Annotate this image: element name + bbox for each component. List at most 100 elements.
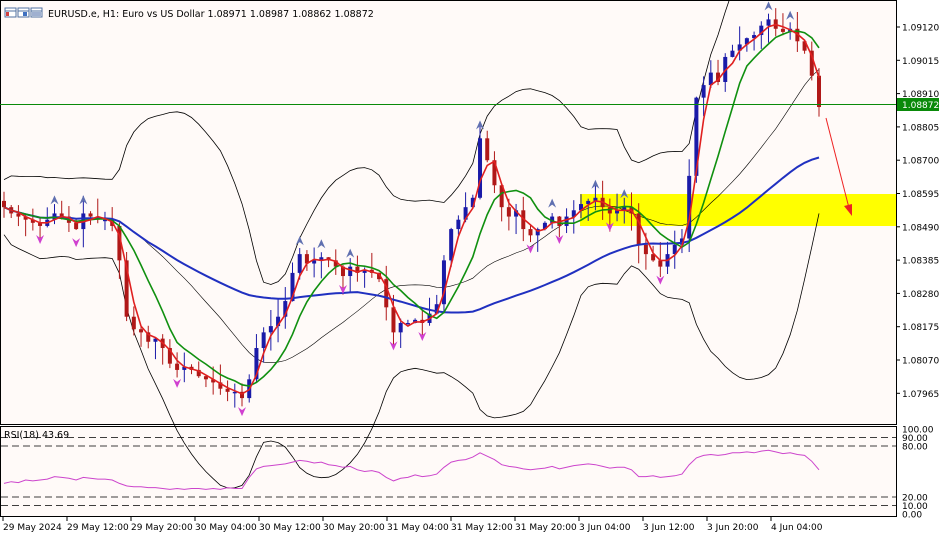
fractal-down-icon [36,234,45,244]
time-tick-label: 29 May 20:00 [131,523,193,533]
fractal-up-icon [79,195,88,205]
candle [492,151,497,194]
candle [102,211,107,231]
candle [218,364,223,395]
candle [809,41,814,81]
candle [716,59,721,86]
price-tick-label: 1.08805 [902,123,939,133]
window-icon[interactable] [30,7,43,18]
timeframe-label: H1 [103,9,116,20]
candle [362,267,367,288]
ma-fast-line [3,23,820,395]
candle [528,224,533,243]
candle [398,318,403,348]
candle [23,215,28,237]
current-price-label: 1.08872 [902,101,939,111]
ma-mid-line [3,30,820,387]
candle [485,130,490,163]
candle [124,252,129,322]
price-axis: 1.09120 1.09015 1.08910 1.08805 1.08700 1.085… [896,24,939,400]
time-tick-label: 31 May 12:00 [451,523,513,533]
fractal-up-icon [786,10,795,20]
candle [737,26,742,61]
candle [405,319,410,325]
rsi-tick-label: 100.00 [902,426,934,436]
candle [131,306,136,336]
candle [586,198,591,221]
fractal-down-icon [389,341,398,351]
candle [196,361,201,378]
price-tick-label: 1.08910 [902,90,939,100]
time-tick-label: 29 May 12:00 [67,523,129,533]
band-upper [3,0,730,285]
fractal-up-icon [620,189,629,199]
window-icon[interactable] [4,7,17,18]
candle [268,309,273,351]
fractal-down-icon [72,238,81,248]
time-tick-label: 31 May 04:00 [387,523,449,533]
candle [146,325,151,349]
candle [463,192,468,223]
price-tick-label: 1.08490 [902,223,939,233]
price-tick-label: 1.08385 [902,257,939,267]
candle [153,337,158,360]
candle [564,208,569,234]
candle [167,339,172,369]
candle [780,13,785,36]
rsi-plot-area[interactable] [0,426,897,517]
rsi-tick-label: 90.00 [902,434,928,444]
fractal-up-icon [346,248,355,258]
candle [701,76,706,117]
candle [355,255,360,282]
fractal-down-icon [526,244,535,254]
price-tick-label: 1.07965 [902,390,939,400]
candle [636,203,641,264]
price-tick-label: 1.08280 [902,290,939,300]
candle [211,366,216,395]
time-tick-label: 30 May 04:00 [195,523,257,533]
window-icon[interactable] [17,7,30,18]
fractal-down-icon [338,285,347,295]
time-tick-label: 3 Jun 04:00 [579,523,631,533]
candle [456,215,461,235]
candle [225,380,230,402]
fractal-down-icon [555,234,564,244]
ohlc-open: 1.08971 [208,9,247,20]
current-price-tag: 1.08872 [897,98,939,111]
candle [203,375,208,388]
chart-header: EURUSD.e, H1: Euro vs US Dollar 1.08971 … [4,7,374,20]
candle [478,126,483,200]
candle [759,21,764,49]
candle [578,194,583,219]
fractal-up-icon [295,236,304,246]
rsi-tick-label: 0.00 [902,511,922,521]
candle [283,287,288,329]
fractal-down-icon [605,222,614,232]
rsi-label: RSI(18) 43.69 [4,430,69,441]
rsi-levels [1,437,896,506]
fractal-up-icon [591,179,600,189]
candle [449,227,454,268]
fractal-down-icon [418,331,427,341]
fractal-up-icon [764,1,773,11]
symbol-description: Euro vs US Dollar [122,9,204,20]
candle [593,185,598,211]
candle [708,60,713,89]
candle [312,247,317,278]
candle [38,217,43,241]
candle [117,222,122,279]
fractal-down-icon [238,407,247,417]
candle [441,255,446,314]
price-tick-label: 1.08070 [902,357,939,367]
time-tick-label: 30 May 12:00 [259,523,321,533]
rsi-line [3,449,820,490]
price-tick-label: 1.09015 [902,57,939,67]
rsi-tick-label: 80.00 [902,443,928,453]
candle [261,327,266,363]
fractal-up-icon [476,120,485,130]
candle [2,191,6,218]
moving-averages [3,23,820,395]
time-tick-label: 3 Jun 20:00 [707,523,759,533]
